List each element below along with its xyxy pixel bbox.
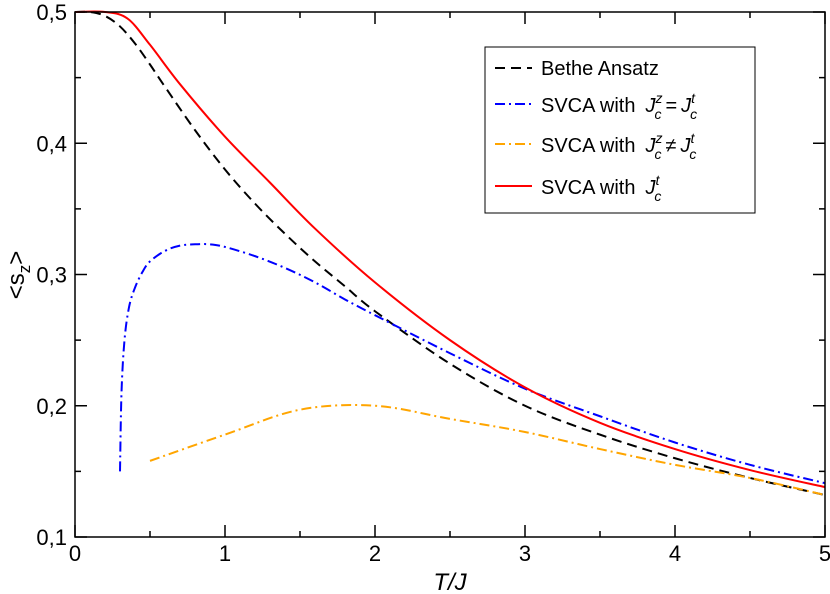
series-svca-jt bbox=[74, 10, 826, 489]
legend-label-svca-eq: SVCA with Jz c = Jt c bbox=[541, 90, 697, 122]
legend-label-svca-eq-prefix: SVCA with bbox=[541, 95, 635, 117]
legend-label-svca-neq-prefix: SVCA with bbox=[541, 135, 635, 157]
y-tick-label: 0,5 bbox=[36, 0, 67, 25]
legend-sup-t3: t bbox=[655, 172, 660, 188]
legend-sub-c5: c bbox=[654, 188, 661, 204]
x-axis-title: T/J bbox=[433, 569, 467, 594]
x-tick-label: 3 bbox=[519, 541, 531, 566]
legend-neq: ≠ bbox=[665, 135, 676, 157]
legend-sub-c4: c bbox=[689, 146, 696, 162]
x-tick-label: 0 bbox=[69, 541, 81, 566]
legend-j4: J bbox=[679, 135, 691, 157]
legend-label-bethe: Bethe Ansatz bbox=[541, 58, 659, 80]
y-axis-title-close: > bbox=[3, 251, 30, 265]
x-tick-label: 1 bbox=[219, 541, 231, 566]
svg-text:<sz>: <sz> bbox=[3, 251, 34, 300]
legend-label-svca-neq: SVCA with Jz c ≠ Jt c bbox=[541, 130, 696, 162]
axis-ticks: 0 1 2 3 4 5 0,1 0,2 0,3 0,4 0,5 bbox=[36, 0, 830, 566]
legend-label-svca-t: SVCA with Jt c bbox=[541, 172, 661, 204]
legend: Bethe Ansatz SVCA with Jz c = Jt c SVCA with… bbox=[484, 46, 756, 214]
legend-sup-t: t bbox=[691, 90, 696, 106]
legend-sup-t2: t bbox=[690, 130, 695, 146]
y-axis-title-sub: z bbox=[15, 265, 34, 274]
legend-sub-c: c bbox=[654, 106, 661, 122]
legend-sup-z: z bbox=[654, 90, 662, 106]
legend-sup-z2: z bbox=[654, 130, 662, 146]
plot-lines bbox=[74, 10, 826, 496]
legend-sub-c2: c bbox=[690, 106, 697, 122]
legend-eq: = bbox=[665, 95, 677, 117]
y-tick-label: 0,3 bbox=[36, 263, 67, 288]
x-tick-label: 2 bbox=[369, 541, 381, 566]
series-svca-unequal bbox=[149, 404, 826, 496]
series-bethe-ansatz bbox=[74, 10, 826, 496]
x-tick-label: 4 bbox=[669, 541, 681, 566]
series-svca-equal bbox=[119, 243, 826, 485]
y-tick-label: 0,2 bbox=[36, 394, 67, 419]
y-axis-title: <sz> bbox=[3, 251, 34, 300]
legend-j2: J bbox=[680, 95, 692, 117]
legend-j1: J bbox=[644, 95, 656, 117]
y-axis-title-open: <s bbox=[3, 273, 30, 299]
legend-j5: J bbox=[644, 177, 656, 199]
y-tick-label: 0,1 bbox=[36, 525, 67, 550]
legend-j3: J bbox=[644, 135, 656, 157]
legend-label-svca-t-prefix: SVCA with bbox=[541, 177, 635, 199]
x-tick-label: 5 bbox=[819, 541, 830, 566]
y-tick-label: 0,4 bbox=[36, 131, 67, 156]
legend-sub-c3: c bbox=[654, 146, 661, 162]
